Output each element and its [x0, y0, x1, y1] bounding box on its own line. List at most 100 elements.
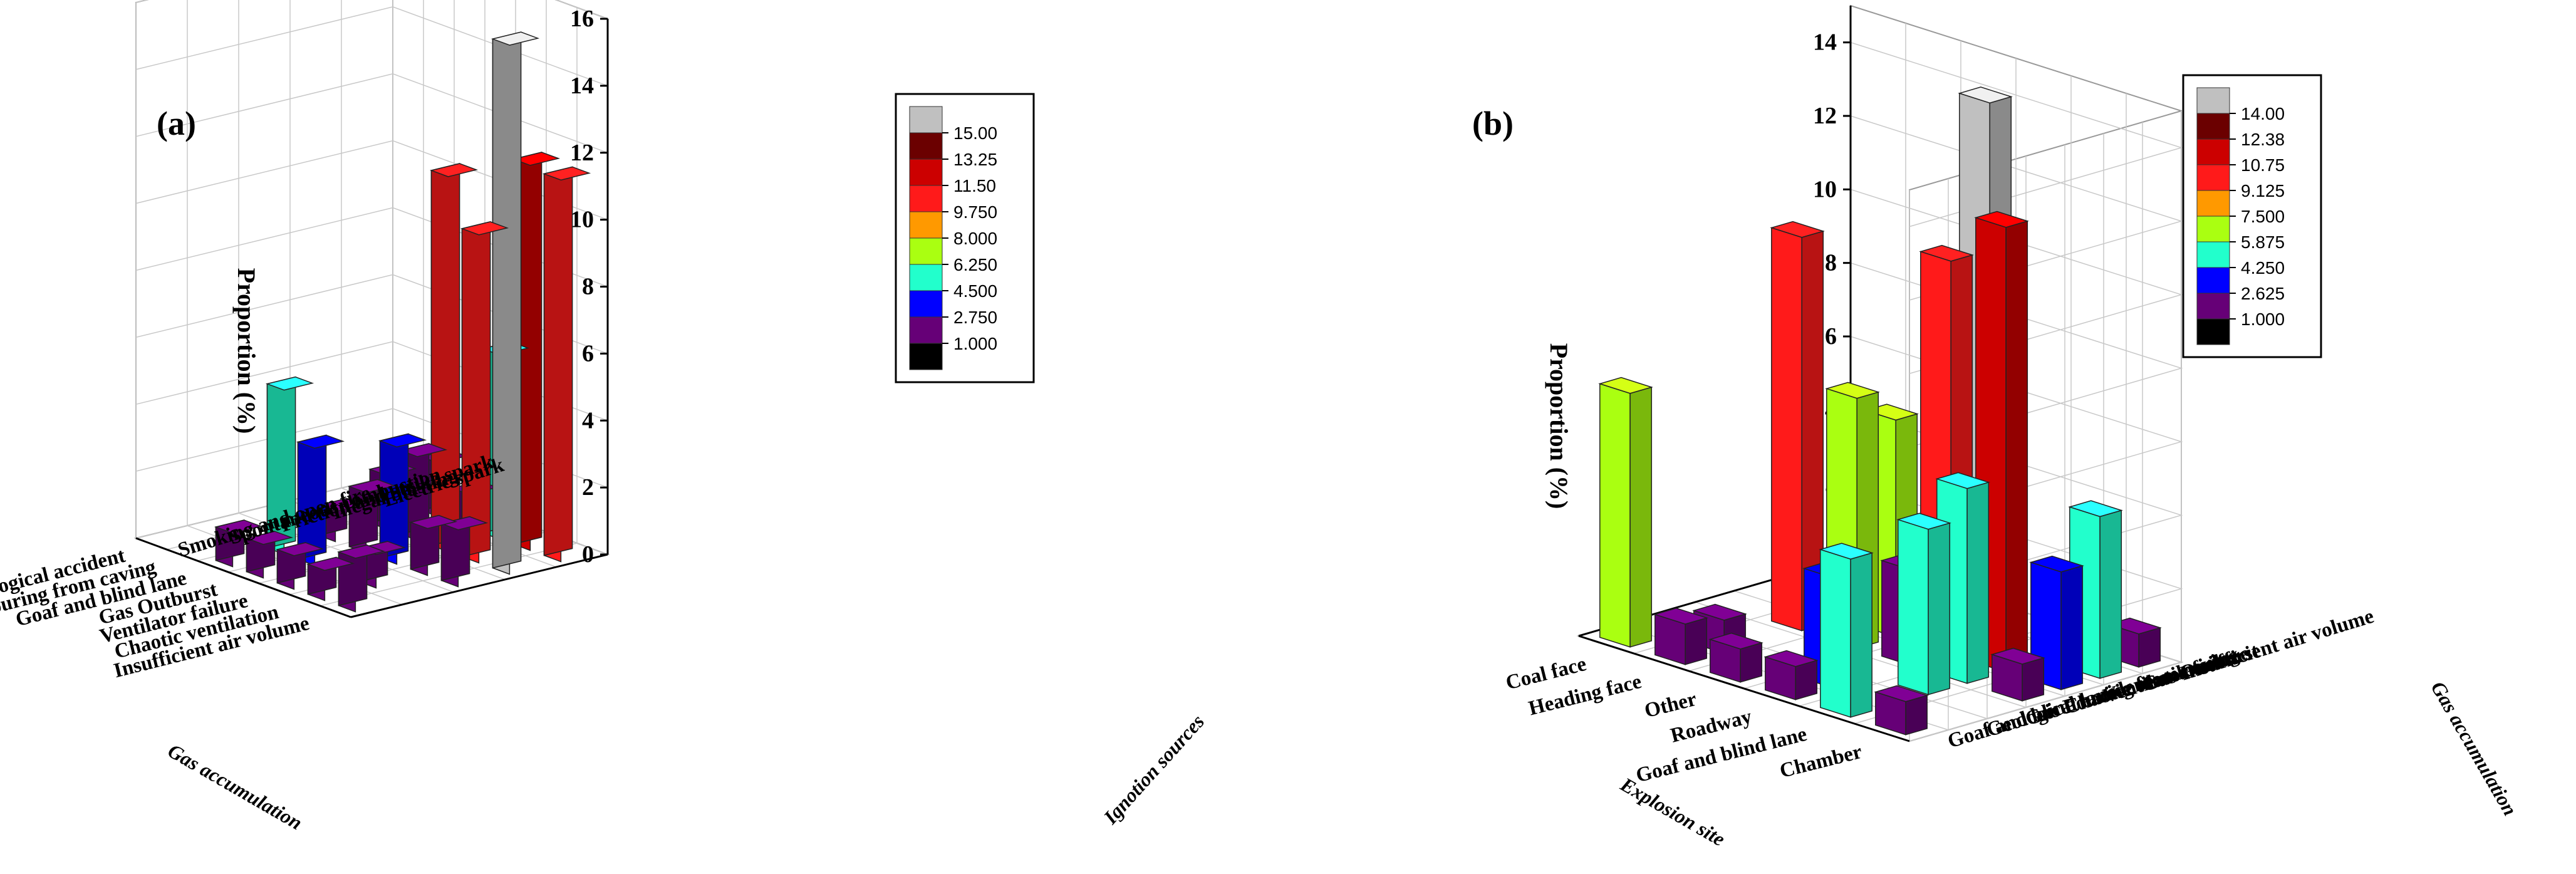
z-tick-label: 12 [570, 140, 594, 166]
bar-3d [347, 479, 397, 554]
bar-face-top [2029, 555, 2084, 573]
bar-face-top [408, 514, 458, 529]
color-legend: 15.00 13.25 11.50 9.750 8.000 6.250 4.500 2.750… [895, 93, 1035, 383]
z-axis-title: Proportion (%) [1545, 343, 1573, 509]
legend-level-label: 8.000 [953, 229, 997, 248]
bar-face-top [1763, 650, 1819, 667]
bar-face-top [1974, 211, 2029, 228]
bar-face-top [306, 556, 355, 571]
bar-face-top [429, 163, 479, 177]
legend-level-label: 11.50 [953, 176, 996, 195]
bar-face-side [2138, 627, 2161, 668]
legend-swatch [2196, 241, 2230, 268]
bar-face-side [1685, 617, 1708, 665]
legend-swatch [2196, 87, 2230, 114]
y-axis-title: Gas accumulation [2427, 677, 2522, 819]
z-axis-title: Proportion (%) [232, 268, 261, 434]
side-wall [135, 0, 393, 539]
z-tick-label: 0 [582, 541, 594, 568]
legend-level-label: 9.750 [953, 202, 997, 222]
bar-3d [265, 376, 314, 555]
bar-face-top [1708, 632, 1763, 650]
bar-3d [1874, 685, 1929, 736]
bar-face-top [2068, 500, 2123, 518]
y-category-label: Insufficient air volume [2178, 605, 2377, 685]
legend-swatch [909, 211, 943, 239]
legend-level-label: 1.000 [2241, 310, 2285, 329]
bar-face-top [1958, 86, 2013, 104]
x-axis-title: Gas accumulation [164, 739, 306, 835]
bar-face-side [543, 166, 573, 556]
legend-swatch [909, 316, 943, 344]
panel-label: (a) [157, 105, 196, 142]
legend-swatch [909, 264, 943, 291]
legend-level-label: 4.250 [2241, 258, 2285, 278]
color-legend: 14.00 12.38 10.75 9.125 7.500 5.875 4.250 2.625… [2182, 74, 2322, 358]
legend-level-label: 7.500 [2241, 207, 2285, 226]
bar-face-top [1825, 382, 1880, 399]
bar-face-front [1599, 383, 1631, 648]
bar-3d [439, 516, 489, 588]
z-tick-label: 12 [1813, 103, 1837, 129]
bar-face-top [1935, 472, 1990, 489]
bar-face-top [1874, 685, 1929, 702]
bar-face-top [214, 519, 263, 534]
legend-level-label: 2.750 [953, 308, 997, 327]
legend-swatch [909, 185, 943, 212]
bar-face-side [1795, 660, 1818, 700]
legend-level-label: 1.000 [953, 334, 997, 353]
z-tick-label: 10 [1813, 176, 1837, 202]
legend-swatch [909, 237, 943, 265]
z-tick-label: 2 [582, 474, 594, 501]
bar-3d [491, 31, 540, 575]
bar-face-front [1771, 227, 1802, 632]
legend-level-label: 9.125 [2241, 181, 2285, 200]
panel-label: (b) [1472, 105, 1514, 142]
legend-swatch [909, 159, 943, 186]
bar-face-top [1692, 603, 1747, 621]
bar-3d [296, 434, 345, 566]
z-tick-label: 16 [570, 6, 594, 32]
legend-swatch [909, 343, 943, 370]
bar-3d [244, 531, 294, 579]
gridline-x [1909, 662, 2182, 742]
legend-swatch [2196, 190, 2230, 217]
legend-level-label: 5.875 [2241, 232, 2285, 252]
bar-3d [1708, 632, 1763, 683]
x-axis-line [1578, 635, 1910, 742]
legend-swatch [909, 290, 943, 318]
z-tick-label: 14 [1813, 29, 1837, 56]
legend-swatch [2196, 138, 2230, 165]
bar-3d [408, 514, 458, 576]
bar-3d [214, 519, 263, 568]
bar-face-top [460, 221, 509, 236]
legend-level-label: 2.625 [2241, 284, 2285, 303]
bar-face-top [491, 31, 540, 46]
z-tick-label: 8 [582, 274, 594, 300]
bar-3d [275, 542, 325, 590]
bar-face-side [1905, 695, 1928, 736]
bar-3d [542, 166, 591, 563]
bar-3d [1990, 647, 2045, 702]
bar-face-side [1850, 552, 1872, 718]
bar-face-front [1898, 519, 1929, 695]
bar-face-top [296, 434, 345, 449]
panel-a-chart: 0 2 4 6 8 10 12 14 16 Insufficient air volume Chao… [0, 0, 1278, 874]
bar-3d [1770, 221, 1825, 632]
legend-level-label: 4.500 [953, 281, 997, 301]
legend-level-label: 14.00 [2241, 104, 2285, 123]
legend-swatch [2196, 113, 2230, 140]
y-axis-line [350, 553, 608, 618]
legend-level-label: 13.25 [953, 150, 997, 169]
bar-face-side [2099, 509, 2122, 679]
bar-3d [460, 221, 509, 564]
bar-3d [306, 556, 355, 601]
z-tick-label: 8 [1825, 250, 1837, 276]
bar-face-top [439, 516, 489, 531]
bar-face-top [378, 433, 427, 448]
bar-face-top [265, 376, 314, 391]
x-axis-title: Explosion site [1616, 773, 1729, 851]
